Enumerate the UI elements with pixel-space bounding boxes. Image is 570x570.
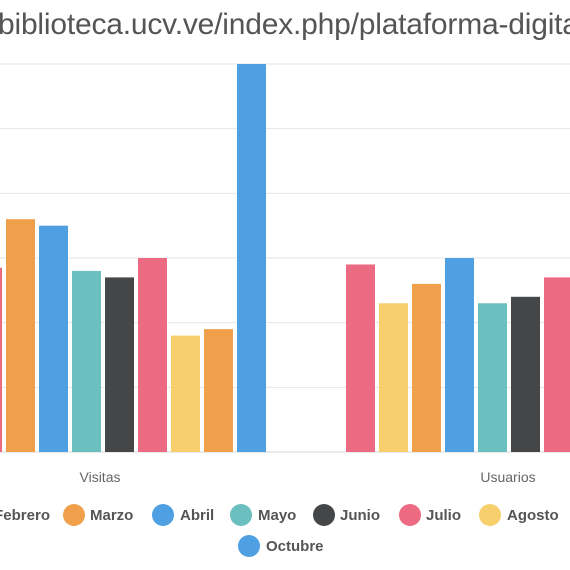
bar-usuarios-marzo xyxy=(412,283,441,452)
legend-item-junio[interactable]: Junio xyxy=(313,504,380,526)
category-label: Usuarios xyxy=(480,469,535,485)
legend-label: Julio xyxy=(426,507,461,524)
legend-swatch xyxy=(399,504,421,526)
bar-visitas-marzo xyxy=(204,329,233,452)
legend-item-febrero[interactable]: Febrero xyxy=(0,504,50,526)
legend-swatch xyxy=(313,504,335,526)
legend-label: Octubre xyxy=(266,538,324,555)
legend-label: Abril xyxy=(180,507,214,524)
legend-swatch xyxy=(479,504,501,526)
bar-visitas-julio xyxy=(0,267,2,452)
bar-visitas-julio xyxy=(138,258,167,452)
bar-visitas-agosto xyxy=(171,335,200,452)
bars xyxy=(0,64,570,452)
legend-item-julio[interactable]: Julio xyxy=(399,504,461,526)
bar-usuarios-agosto xyxy=(379,303,408,452)
legend-label: Junio xyxy=(340,507,380,524)
bar-usuarios-julio xyxy=(544,277,570,452)
legend-label: Febrero xyxy=(0,507,50,524)
bar-usuarios-julio xyxy=(346,264,375,452)
category-labels: Visitas Usuarios xyxy=(80,469,536,485)
bar-usuarios-mayo xyxy=(478,303,507,452)
legend-item-marzo[interactable]: Marzo xyxy=(63,504,133,526)
bar-visitas-mayo xyxy=(72,270,101,452)
bar-usuarios-junio xyxy=(511,296,540,452)
page-url-title: biblioteca.ucv.ve/index.php/plataforma-d… xyxy=(0,8,570,41)
legend-item-abril[interactable]: Abril xyxy=(152,504,214,526)
legend-item-octubre[interactable]: Octubre xyxy=(238,535,324,557)
legend-label: Agosto xyxy=(507,507,559,524)
legend-item-agosto[interactable]: Agosto xyxy=(479,504,559,526)
legend-label: Marzo xyxy=(90,507,133,524)
legend-swatch xyxy=(238,535,260,557)
bar-visitas-junio xyxy=(105,277,134,452)
legend-item-mayo[interactable]: Mayo xyxy=(230,504,296,526)
legend-swatch xyxy=(152,504,174,526)
legend-swatch xyxy=(63,504,85,526)
bar-visitas-marzo xyxy=(6,219,35,452)
legend: Febrero Marzo Abril Mayo Junio Julio Agosto Oct… xyxy=(0,504,559,557)
legend-swatch xyxy=(230,504,252,526)
bar-visitas-octubre xyxy=(237,64,266,452)
bar-visitas-abril xyxy=(39,225,68,452)
bar-usuarios-abril xyxy=(445,258,474,452)
legend-label: Mayo xyxy=(258,507,296,524)
category-label: Visitas xyxy=(80,469,121,485)
